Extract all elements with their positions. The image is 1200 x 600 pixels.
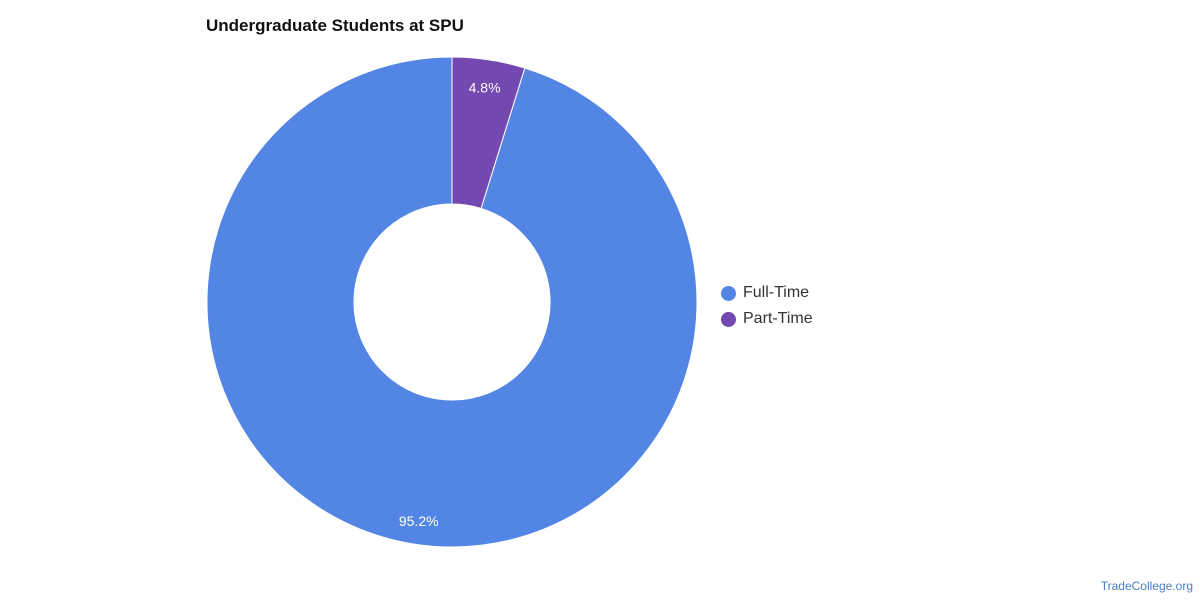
- legend-swatch-part-time: [721, 311, 736, 327]
- legend-swatch-full-time: [721, 285, 736, 301]
- donut-slice-full-time[interactable]: [206, 56, 698, 548]
- legend-label-part-time: Part-Time: [743, 310, 813, 327]
- chart-legend: Full-Time Part-Time: [721, 280, 813, 332]
- legend-label-full-time: Full-Time: [743, 284, 810, 301]
- legend-item-part-time[interactable]: Part-Time: [721, 306, 813, 332]
- slice-value-label-part-time: 4.8%: [469, 79, 501, 95]
- source-credit[interactable]: TradeCollege.org: [1100, 579, 1193, 593]
- donut-slice-part-time[interactable]: [451, 56, 526, 210]
- chart-title: Undergraduate Students at SPU: [206, 16, 464, 35]
- slice-value-label-full-time: 95.2%: [399, 513, 439, 529]
- legend-item-full-time[interactable]: Full-Time: [721, 280, 813, 306]
